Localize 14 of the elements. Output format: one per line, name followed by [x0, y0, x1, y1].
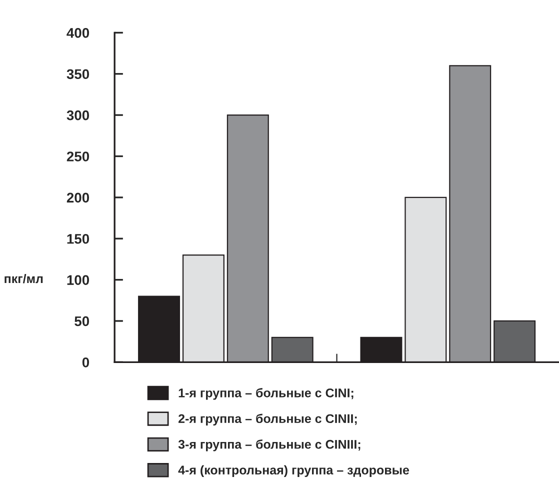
- legend-label: 4-я (контрольная) группа – здоровые: [178, 465, 410, 477]
- y-axis-title: пкг/мл: [4, 274, 43, 284]
- y-tick-label: 50: [74, 316, 90, 326]
- legend-label: 2-я группа – больные с CINII;: [178, 414, 357, 426]
- y-tick-label: 150: [67, 234, 90, 244]
- y-tick-label: 0: [82, 357, 90, 368]
- y-tick-label: 350: [66, 69, 90, 80]
- legend-label: 1-я группа – больные с CINI;: [178, 388, 354, 400]
- y-tick-label: 100: [67, 275, 90, 285]
- y-tick-label: 200: [66, 192, 90, 203]
- legend-label: 3-я группа – больные с CINIII;: [178, 439, 360, 452]
- y-tick-label: 300: [66, 110, 90, 120]
- y-tick-label: 250: [66, 152, 90, 162]
- y-tick-label: 400: [66, 28, 90, 38]
